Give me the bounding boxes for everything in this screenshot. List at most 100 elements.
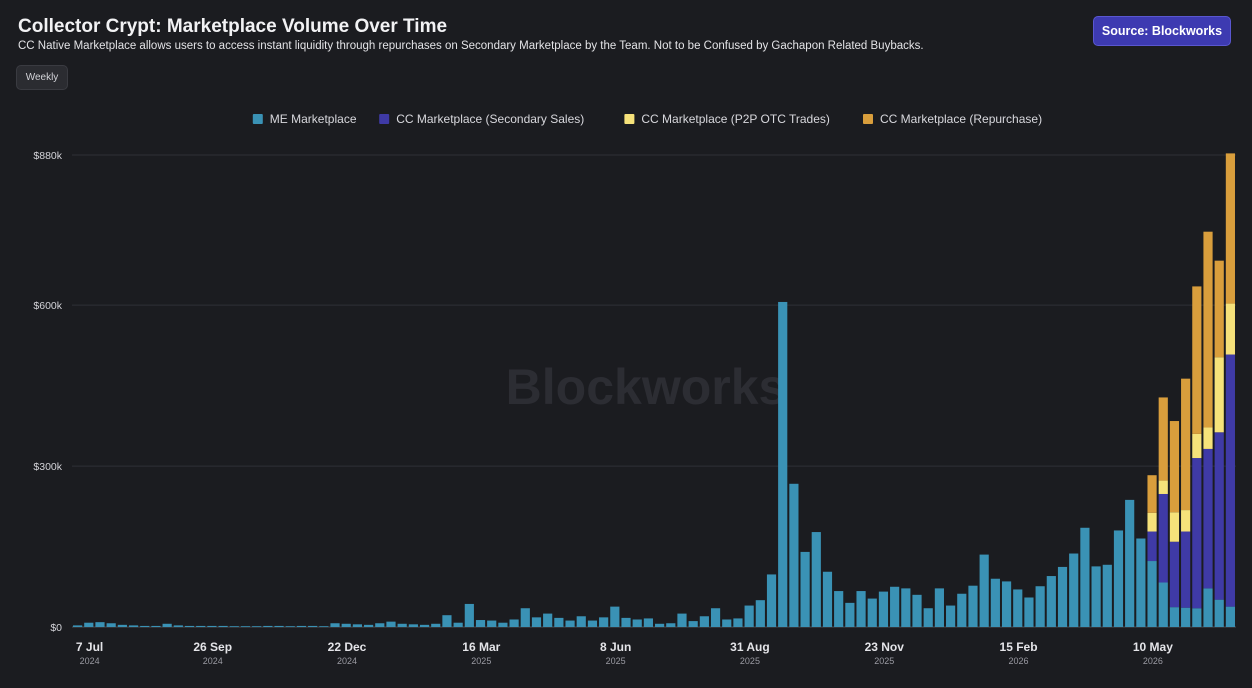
bar-me-marketplace <box>475 620 486 627</box>
bar-cc-repurchase <box>1158 397 1168 481</box>
source-badge[interactable]: Source: Blockworks <box>1093 16 1231 46</box>
x-tick-year: 2026 <box>1143 656 1163 666</box>
bar-me-marketplace <box>1214 599 1224 627</box>
x-tick-year: 2024 <box>337 656 357 666</box>
bar-me-marketplace <box>375 623 385 627</box>
x-tick-year: 2026 <box>1009 656 1029 666</box>
bar-me-marketplace <box>599 617 609 627</box>
bar-me-marketplace <box>319 626 329 627</box>
bar-cc-p2p <box>1147 512 1157 532</box>
bar-me-marketplace <box>173 625 183 627</box>
watermark: Blockworks <box>506 359 787 415</box>
weekly-interval-button[interactable]: Weekly <box>16 65 68 90</box>
bar-me-marketplace <box>1125 499 1135 627</box>
bar-me-marketplace <box>1091 566 1101 627</box>
bar-me-marketplace <box>1136 538 1146 627</box>
bar-me-marketplace <box>778 301 788 627</box>
bar-me-marketplace <box>408 624 418 627</box>
y-tick-label: $600k <box>33 300 62 312</box>
bar-me-marketplace <box>1113 530 1124 627</box>
bar-me-marketplace <box>252 626 262 627</box>
x-tick-label: 16 Mar <box>462 640 500 654</box>
x-tick-label: 8 Jun <box>600 640 631 654</box>
bar-cc-p2p <box>1158 480 1168 494</box>
bar-me-marketplace <box>352 624 362 627</box>
bar-me-marketplace <box>442 615 452 627</box>
bar-me-marketplace <box>431 623 441 627</box>
legend-swatch-cc-secondary <box>379 114 390 124</box>
legend-label-me-marketplace: ME Marketplace <box>270 112 357 126</box>
bar-me-marketplace <box>1102 564 1112 627</box>
bar-me-marketplace <box>1181 607 1191 627</box>
bar-me-marketplace <box>946 605 956 627</box>
y-tick-label: $880k <box>33 150 62 162</box>
bar-me-marketplace <box>263 625 273 627</box>
bar-cc-secondary <box>1203 448 1213 589</box>
bar-me-marketplace <box>1169 607 1180 627</box>
bar-me-marketplace <box>464 603 474 627</box>
x-tick-label: 26 Sep <box>193 640 232 654</box>
bar-cc-p2p <box>1203 427 1213 449</box>
bar-me-marketplace <box>386 621 396 627</box>
bar-me-marketplace <box>610 606 620 627</box>
bar-me-marketplace <box>957 593 967 627</box>
bar-me-marketplace <box>968 585 978 627</box>
bar-cc-repurchase <box>1214 260 1224 358</box>
bar-me-marketplace <box>990 578 1000 627</box>
bar-cc-repurchase <box>1181 378 1191 511</box>
bar-me-marketplace <box>117 624 127 627</box>
bar-me-marketplace <box>1158 582 1168 627</box>
x-tick-year: 2024 <box>203 656 223 666</box>
bar-me-marketplace <box>162 623 172 627</box>
bar-me-marketplace <box>755 600 765 627</box>
x-tick-label: 22 Dec <box>328 640 367 654</box>
bar-me-marketplace <box>576 616 586 627</box>
x-tick-year: 2025 <box>606 656 626 666</box>
bar-me-marketplace <box>296 625 307 627</box>
legend-label-cc-repurchase: CC Marketplace (Repurchase) <box>880 112 1042 126</box>
bar-me-marketplace <box>744 605 754 627</box>
x-tick-year: 2025 <box>874 656 894 666</box>
bar-me-marketplace <box>419 624 430 627</box>
bar-me-marketplace <box>274 625 284 627</box>
bar-me-marketplace <box>1080 527 1090 627</box>
y-tick-label: $0 <box>50 622 62 634</box>
bar-me-marketplace <box>1013 589 1023 627</box>
bar-me-marketplace <box>196 625 206 627</box>
bar-me-marketplace <box>73 625 83 627</box>
legend-swatch-me-marketplace <box>252 114 263 124</box>
bar-me-marketplace <box>308 625 318 627</box>
bar-me-marketplace <box>106 623 116 627</box>
bar-me-marketplace <box>1192 608 1202 627</box>
bar-me-marketplace <box>643 618 653 627</box>
x-tick-label: 23 Nov <box>865 640 905 654</box>
bar-me-marketplace <box>710 608 721 627</box>
x-tick-label: 10 May <box>1133 640 1173 654</box>
x-tick-year: 2024 <box>80 656 100 666</box>
bar-cc-p2p <box>1192 433 1202 459</box>
x-tick-label: 31 Aug <box>730 640 770 654</box>
bar-me-marketplace <box>330 623 340 627</box>
bar-cc-secondary <box>1225 354 1235 607</box>
bar-cc-secondary <box>1192 458 1202 609</box>
bar-me-marketplace <box>632 619 642 627</box>
bar-me-marketplace <box>1057 566 1068 627</box>
bar-me-marketplace <box>766 574 777 627</box>
x-tick-year: 2025 <box>471 656 491 666</box>
bar-me-marketplace <box>655 623 665 627</box>
bar-me-marketplace <box>184 625 195 627</box>
bar-me-marketplace <box>621 617 631 627</box>
bar-cc-secondary <box>1158 493 1168 583</box>
bar-me-marketplace <box>498 622 508 627</box>
bar-me-marketplace <box>207 625 217 627</box>
bar-me-marketplace <box>979 554 989 627</box>
bar-me-marketplace <box>688 621 698 627</box>
chart-subtitle: CC Native Marketplace allows users to ac… <box>18 40 924 52</box>
bar-me-marketplace <box>554 617 564 627</box>
bar-me-marketplace <box>565 620 575 627</box>
bar-me-marketplace <box>867 598 877 627</box>
bar-me-marketplace <box>699 616 709 627</box>
bar-me-marketplace <box>453 622 463 627</box>
bar-me-marketplace <box>1024 597 1034 627</box>
bar-me-marketplace <box>811 532 821 627</box>
